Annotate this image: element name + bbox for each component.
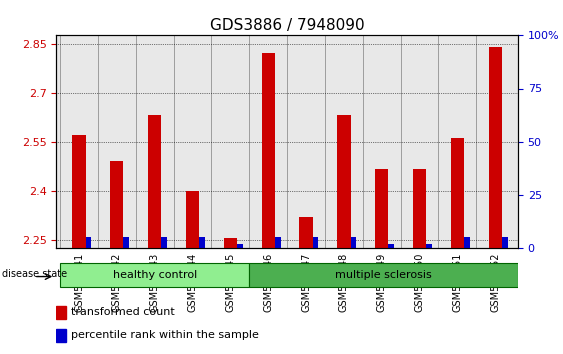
Text: transformed count: transformed count (71, 307, 175, 317)
Bar (426, 244, 432, 248)
Bar (186, 190, 199, 248)
Bar (262, 53, 275, 248)
Bar (110, 161, 123, 248)
Bar (502, 237, 508, 248)
Bar (123, 237, 129, 248)
Bar (464, 237, 470, 248)
Bar (56, 329, 66, 342)
Text: healthy control: healthy control (113, 270, 197, 280)
Bar (337, 115, 351, 248)
Text: disease state: disease state (2, 269, 68, 279)
Title: GDS3886 / 7948090: GDS3886 / 7948090 (210, 18, 364, 33)
Bar (275, 237, 280, 248)
Bar (73, 135, 86, 248)
Bar (388, 244, 394, 248)
Bar (312, 237, 318, 248)
Bar (162, 237, 167, 248)
Bar (199, 237, 205, 248)
Bar (375, 169, 388, 248)
Bar (56, 306, 66, 319)
Text: percentile rank within the sample: percentile rank within the sample (71, 330, 259, 340)
Bar (451, 138, 464, 248)
Bar (413, 169, 426, 248)
Bar (300, 217, 312, 248)
Bar (224, 238, 237, 248)
Bar (86, 237, 91, 248)
Text: multiple sclerosis: multiple sclerosis (335, 270, 432, 280)
Bar (351, 237, 356, 248)
Bar (148, 115, 162, 248)
FancyBboxPatch shape (60, 263, 249, 287)
FancyBboxPatch shape (249, 263, 518, 287)
Bar (237, 244, 243, 248)
Bar (489, 47, 502, 248)
